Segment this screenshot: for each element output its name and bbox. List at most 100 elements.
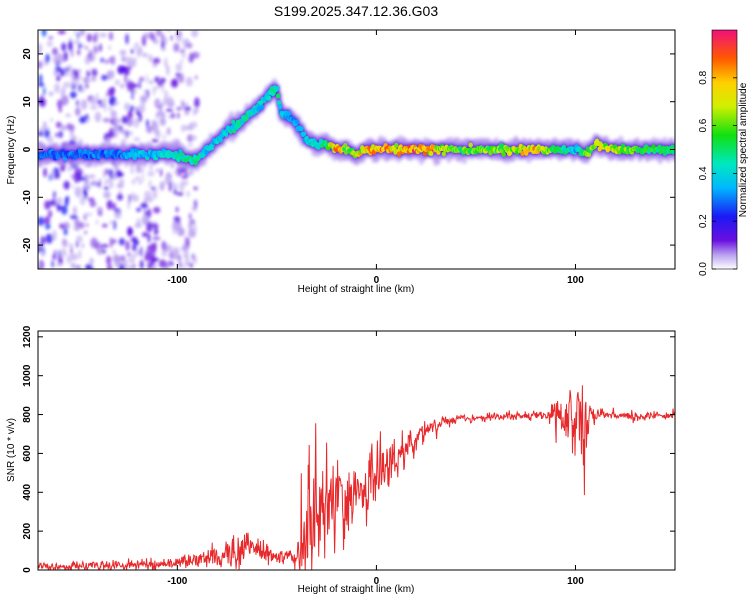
noise-blob xyxy=(90,105,98,110)
noise-blob xyxy=(133,117,139,129)
noise-blob xyxy=(101,223,108,228)
noise-blob xyxy=(105,59,108,64)
noise-blob xyxy=(55,132,59,138)
noise-blob xyxy=(160,77,166,83)
noise-blob xyxy=(38,49,43,55)
noise-blob xyxy=(112,202,116,211)
noise-blob xyxy=(188,219,193,231)
noise-blob xyxy=(80,86,86,93)
noise-blob xyxy=(85,114,89,119)
noise-blob xyxy=(90,199,93,208)
snr-ylabel: SNR (10 * v/v) xyxy=(6,418,17,482)
ridge-core xyxy=(176,157,181,163)
noise-blob xyxy=(152,57,161,64)
noise-blob xyxy=(48,36,54,40)
noise-blob xyxy=(151,186,155,191)
noise-blob xyxy=(138,180,142,185)
ridge-core xyxy=(301,131,307,137)
noise-blob xyxy=(166,64,170,76)
noise-blob xyxy=(151,223,159,228)
noise-blob xyxy=(98,103,106,108)
noise-blob xyxy=(146,125,153,134)
snr-frame xyxy=(37,330,676,571)
noise-blob xyxy=(144,211,148,216)
noise-blob xyxy=(91,174,95,179)
noise-blob xyxy=(172,228,177,235)
noise-blob xyxy=(106,264,113,269)
noise-blob xyxy=(126,81,135,91)
noise-blob xyxy=(52,230,57,241)
ridge-core xyxy=(422,150,428,156)
noise-blob xyxy=(120,129,127,135)
snr-background xyxy=(38,331,675,570)
ridge-core xyxy=(275,85,280,91)
noise-blob xyxy=(176,223,182,233)
noise-blob xyxy=(144,89,148,94)
noise-blob xyxy=(84,180,89,185)
ridge-core xyxy=(193,160,198,166)
noise-blob xyxy=(65,67,69,72)
noise-blob xyxy=(172,182,178,191)
noise-blob xyxy=(57,204,63,211)
noise-blob xyxy=(159,117,166,126)
noise-blob xyxy=(168,181,172,192)
noise-blob xyxy=(45,53,50,63)
noise-blob xyxy=(103,191,111,199)
noise-blob xyxy=(38,216,45,226)
noise-blob xyxy=(106,199,113,210)
noise-blob xyxy=(102,118,111,123)
noise-blob xyxy=(38,262,41,269)
noise-blob xyxy=(118,263,125,269)
noise-blob xyxy=(83,213,87,221)
noise-blob xyxy=(48,91,54,96)
noise-blob xyxy=(149,163,153,172)
noise-blob xyxy=(194,97,200,109)
noise-blob xyxy=(120,84,124,89)
noise-blob xyxy=(42,121,47,132)
noise-blob xyxy=(133,239,140,246)
noise-blob xyxy=(46,40,53,47)
noise-blob xyxy=(53,249,57,258)
noise-blob xyxy=(99,178,101,189)
noise-blob xyxy=(174,171,178,175)
noise-blob xyxy=(188,143,193,148)
noise-blob xyxy=(180,59,183,64)
colorbar-tick-label: 0.2 xyxy=(698,214,709,228)
ridge-core xyxy=(561,144,566,150)
noise-blob xyxy=(161,240,166,251)
noise-blob xyxy=(65,113,72,118)
noise-blob xyxy=(125,33,129,45)
noise-blob xyxy=(166,127,171,136)
noise-blob xyxy=(79,116,87,124)
noise-blob xyxy=(140,168,145,173)
noise-blob xyxy=(142,52,148,58)
noise-blob xyxy=(82,44,86,49)
noise-blob xyxy=(192,121,198,129)
noise-blob xyxy=(115,169,122,178)
noise-blob xyxy=(112,126,120,134)
noise-blob xyxy=(184,236,187,244)
noise-blob xyxy=(55,262,64,267)
ridge-core xyxy=(429,150,434,156)
noise-blob xyxy=(148,250,156,259)
noise-blob xyxy=(38,74,43,85)
noise-blob xyxy=(41,30,47,37)
noise-blob xyxy=(189,212,192,220)
noise-blob xyxy=(70,262,77,269)
noise-blob xyxy=(74,217,80,226)
noise-blob xyxy=(152,241,157,253)
ridge-core xyxy=(204,149,209,155)
noise-blob xyxy=(141,35,147,47)
colorbar-tick-label: 0.8 xyxy=(698,70,709,84)
noise-blob xyxy=(77,49,81,56)
noise-blob xyxy=(148,79,154,85)
noise-blob xyxy=(56,74,61,82)
noise-blob xyxy=(154,38,159,45)
noise-blob xyxy=(38,60,43,69)
noise-blob xyxy=(85,212,93,216)
noise-blob xyxy=(61,95,69,106)
noise-blob xyxy=(51,260,55,268)
noise-blob xyxy=(136,207,142,212)
noise-blob xyxy=(86,69,90,78)
noise-blob xyxy=(46,135,54,144)
